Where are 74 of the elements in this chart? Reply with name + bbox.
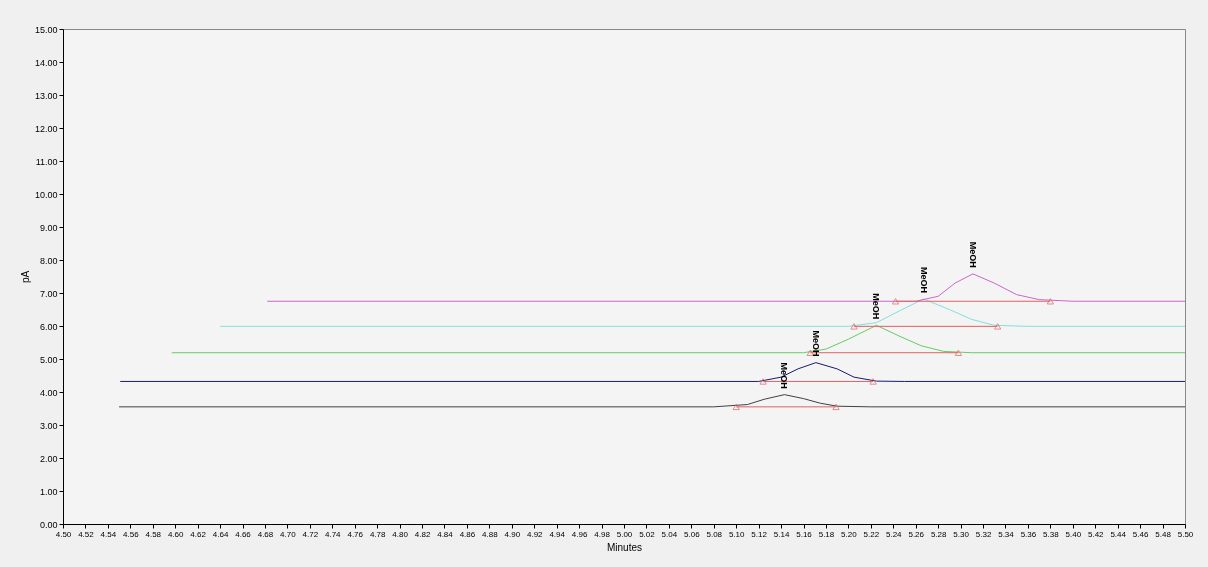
x-tick-label: 5.44 [1110,529,1127,539]
x-tick-label: 4.80 [392,529,409,539]
x-tick-label: 4.78 [369,529,386,539]
x-tick-label: 4.88 [482,529,499,539]
y-tick-label: 2.00 [39,453,58,464]
y-tick-label: 9.00 [39,222,58,233]
x-tick-label: 4.94 [549,529,566,539]
x-tick-label: 5.20 [841,529,858,539]
annotation: MeOH [779,362,790,389]
x-tick-label: 5.36 [1020,529,1037,539]
x-tick-label: 4.90 [504,529,521,539]
x-tick-label: 5.42 [1087,529,1105,539]
x-tick-label: 4.74 [324,529,342,539]
x-tick-label: 4.70 [280,529,297,539]
x-tick-label: 4.86 [459,529,476,539]
x-tick-label: 4.68 [257,529,274,539]
x-tick-label: 5.46 [1132,529,1149,539]
x-tick-label: 5.30 [953,529,970,539]
y-tick-label: 6.00 [39,321,58,332]
x-tick-label: 4.54 [100,529,117,539]
y-tick-label: 5.00 [39,354,58,365]
line-series [171,324,1186,354]
x-tick-label: 4.66 [235,529,252,539]
x-tick-label: 5.04 [661,529,678,539]
y-tick-label: 14.00 [34,57,58,68]
x-tick-label: 5.28 [930,529,947,539]
x-tick-label: 4.76 [347,529,364,539]
y-axis-title: pA [19,270,31,284]
annotation: MeOH [918,266,929,293]
x-tick-label: 4.98 [594,529,611,539]
x-tick-label: 4.50 [55,529,72,539]
x-tick-label: 4.84 [437,529,454,539]
y-tick-label: 8.00 [39,255,58,266]
x-tick-label: 5.40 [1065,529,1082,539]
x-tick-label: 4.72 [302,529,319,539]
x-tick-label: 5.26 [908,529,925,539]
x-tick-label: 4.56 [123,529,140,539]
x-tick-label: 4.82 [414,529,431,539]
x-tick-label: 4.52 [78,529,95,539]
x-tick-label: 5.18 [818,529,835,539]
x-tick-label: 5.24 [885,529,903,539]
x-tick-label: 5.22 [863,529,880,539]
x-tick-label: 5.08 [706,529,723,539]
y-tick-label: 0.00 [39,519,58,530]
x-tick-label: 4.64 [212,529,229,539]
y-tick-label: 15.00 [34,24,58,35]
y-tick-label: 10.00 [34,189,58,200]
y-tick-label: 12.00 [34,123,58,134]
x-tick-label: 5.14 [773,529,790,539]
x-tick-label: 4.60 [167,529,185,539]
y-tick-label: 1.00 [39,486,58,497]
y-tick-label: 3.00 [39,420,58,431]
x-tick-label: 4.92 [526,529,544,539]
x-tick-label: 4.96 [571,529,588,539]
y-tick-label: 13.00 [34,90,58,101]
x-tick-label: 5.48 [1155,529,1172,539]
x-tick-label: 5.10 [728,529,746,539]
annotation: MeOH [871,293,882,320]
x-tick-label: 5.12 [751,529,768,539]
x-tick-label: 5.32 [975,529,992,539]
y-tick-label: 7.00 [39,288,58,299]
x-axis-title: Minutes [606,541,643,553]
x-tick-label: 5.38 [1043,529,1060,539]
annotation: MeOH [967,241,978,268]
x-tick-label: 5.00 [616,529,633,539]
x-tick-label: 5.06 [684,529,701,539]
x-tick-label: 5.34 [998,529,1015,539]
y-tick-label: 4.00 [39,387,58,398]
x-tick-label: 5.02 [639,529,656,539]
x-tick-label: 4.62 [190,529,207,539]
x-tick-label: 4.58 [145,529,162,539]
y-tick-label: 11.00 [35,156,58,167]
x-tick-label: 5.50 [1177,529,1194,539]
x-tick-label: 5.16 [796,529,813,539]
